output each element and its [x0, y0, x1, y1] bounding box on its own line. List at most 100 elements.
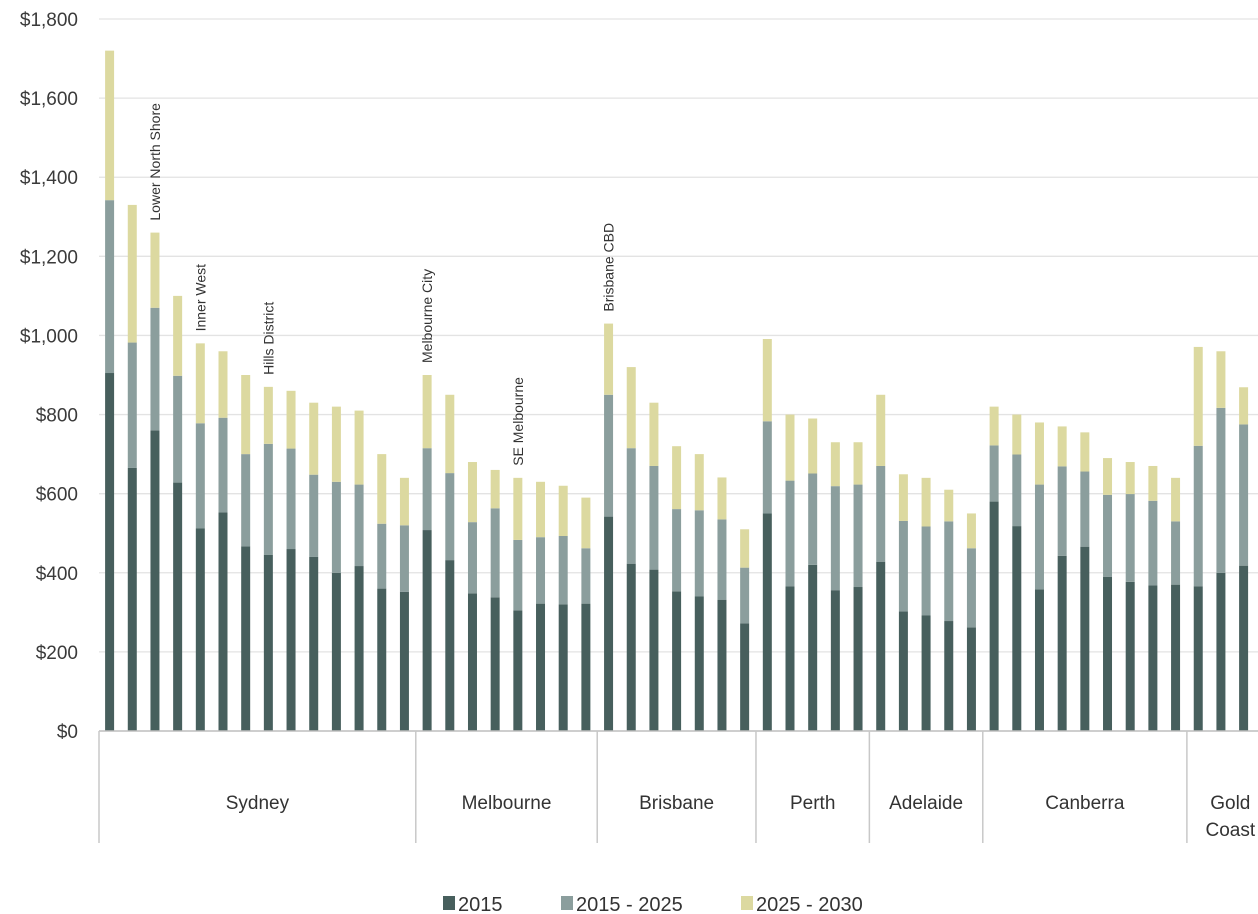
- bar-segment: [399, 591, 409, 731]
- y-tick-label: $1,200: [20, 247, 78, 268]
- bar-segment: [672, 446, 682, 510]
- bar-segment: [1057, 466, 1067, 556]
- bar-segment: [944, 489, 954, 522]
- bar-segment: [785, 414, 795, 481]
- bar-segment: [490, 469, 500, 509]
- bar-segment: [309, 474, 319, 557]
- bar-segment: [331, 406, 341, 482]
- y-axis: $0 $200 $400 $600 $800 $1,000 $1,200 $1,400 $1,6…: [20, 10, 78, 743]
- bar-segment: [830, 486, 840, 591]
- y-tick-label: $1,800: [20, 10, 78, 31]
- bars: [105, 50, 1249, 731]
- bar-segment: [173, 482, 183, 731]
- bar-segment: [762, 513, 772, 731]
- bar-segment: [105, 373, 115, 731]
- bar-segment: [1148, 500, 1158, 586]
- bar-segment: [173, 375, 183, 483]
- group-label: Melbourne: [462, 793, 552, 814]
- bar-segment: [740, 529, 750, 568]
- bar-segment: [1125, 462, 1135, 495]
- bar-segment: [377, 454, 387, 524]
- legend-label: 2025 - 2030: [756, 894, 863, 914]
- bar-segment: [1148, 465, 1158, 501]
- bar-segment: [1012, 414, 1022, 455]
- bar-segment: [1125, 581, 1135, 731]
- bar-segment: [377, 588, 387, 731]
- bar-segment: [876, 465, 886, 562]
- bar-segment: [1216, 351, 1226, 408]
- bar-segment: [876, 561, 886, 731]
- bar-segment: [966, 513, 976, 549]
- bar-segment: [1034, 422, 1044, 485]
- bar-segment: [263, 386, 273, 444]
- annotation-label: SE Melbourne: [510, 377, 526, 466]
- bar-segment: [989, 501, 999, 731]
- bar-segment: [150, 232, 160, 308]
- bar-segment: [1012, 454, 1022, 527]
- bar-segment: [422, 530, 432, 731]
- bar-segment: [1239, 387, 1249, 425]
- bar-segment: [876, 394, 886, 466]
- bar-segment: [286, 448, 296, 550]
- bar-segment: [672, 509, 682, 592]
- bar-segment: [513, 539, 523, 611]
- y-tick-label: $1,600: [20, 89, 78, 110]
- bar-segment: [604, 516, 614, 731]
- annotation-label: Hills District: [260, 302, 276, 375]
- bar-segment: [173, 295, 183, 376]
- bar-segment: [989, 445, 999, 502]
- bar-segment: [127, 342, 137, 468]
- bar-segment: [399, 477, 409, 526]
- bar-segment: [105, 50, 115, 201]
- bar-segment: [785, 480, 795, 587]
- x-axis: Sydney Melbourne Brisbane Perth Adelaide Canb…: [98, 730, 1258, 843]
- bar-segment: [1216, 572, 1226, 731]
- bar-segment: [694, 454, 704, 511]
- bar-segment: [808, 418, 818, 474]
- annotation-label: Lower North Shore: [147, 103, 163, 221]
- bar-segment: [286, 390, 296, 449]
- bar-segment: [309, 556, 319, 731]
- bar-segment: [1171, 584, 1181, 731]
- group-label: Gold Coast: [1205, 793, 1255, 841]
- bar-segment: [263, 554, 273, 731]
- bar-segment: [717, 477, 727, 520]
- y-tick-label: $1,400: [20, 168, 78, 189]
- bar-segment: [1034, 484, 1044, 590]
- bar-segment: [717, 599, 727, 731]
- bar-segment: [762, 339, 772, 422]
- annotation-label: Brisbane CBD: [601, 223, 617, 312]
- group-label: Sydney: [226, 793, 290, 814]
- bar-segment: [490, 508, 500, 598]
- bar-segment: [263, 443, 273, 555]
- bar-segment: [581, 548, 591, 604]
- bar-segment: [1239, 424, 1249, 566]
- bar-segment: [898, 611, 908, 731]
- bar-segment: [195, 423, 205, 529]
- bar-segment: [1193, 586, 1203, 731]
- bar-segment: [195, 528, 205, 731]
- bar-segment: [150, 307, 160, 431]
- y-tick-label: $800: [36, 406, 78, 427]
- bar-segment: [536, 537, 546, 604]
- bar-segment: [762, 421, 772, 514]
- bar-segment: [581, 497, 591, 549]
- bar-segment: [422, 375, 432, 449]
- bar-segment: [853, 442, 863, 485]
- bar-segment: [241, 375, 251, 455]
- legend-label: 2015 - 2025: [576, 894, 683, 914]
- bar-segment: [626, 563, 636, 731]
- bar-segment: [1080, 471, 1090, 547]
- bar-segment: [830, 590, 840, 731]
- bar-segment: [740, 567, 750, 624]
- bar-segment: [286, 549, 296, 731]
- y-tick-label: $600: [36, 485, 78, 506]
- bar-segment: [717, 519, 727, 600]
- bar-segment: [853, 484, 863, 588]
- bar-segment: [1193, 445, 1203, 587]
- bar-segment: [218, 351, 228, 418]
- bar-segment: [1171, 477, 1181, 522]
- bar-segment: [853, 587, 863, 731]
- group-label: Canberra: [1045, 793, 1125, 814]
- bar-segment: [467, 522, 477, 594]
